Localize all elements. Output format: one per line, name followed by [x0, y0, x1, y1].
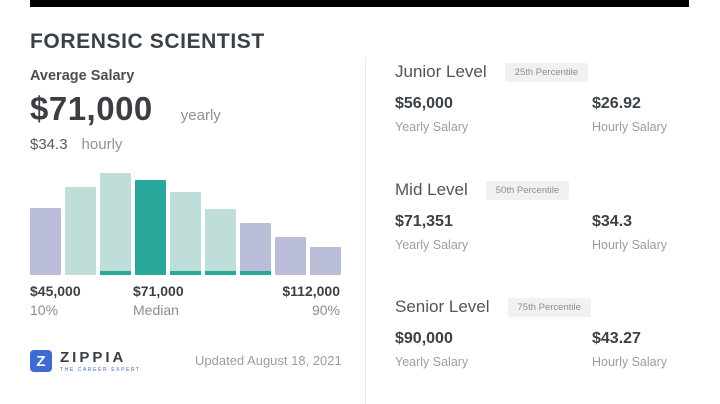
senior-hourly-label: Hourly Salary	[592, 355, 668, 369]
average-yearly-salary: $71,000 yearly	[30, 90, 221, 128]
average-yearly-value: $71,000	[30, 90, 153, 127]
histogram-bar	[65, 187, 96, 275]
yearly-unit-label: yearly	[180, 107, 221, 124]
histogram-bar-base-strip	[100, 271, 131, 275]
zippia-logo-icon: Z	[30, 350, 52, 372]
top-black-bar	[30, 0, 689, 7]
histogram-bar-base-strip	[170, 271, 201, 275]
junior-percentile-badge: 25th Percentile	[504, 62, 589, 82]
histogram-bar	[205, 209, 236, 275]
mid-yearly-label: Yearly Salary	[395, 238, 469, 252]
histogram-bar	[100, 173, 131, 275]
mid-level-title: Mid Level	[395, 180, 468, 199]
histogram-bar	[240, 223, 271, 275]
junior-hourly-value: $26.92	[592, 95, 641, 112]
zippia-logo: Z ZIPPIA THE CAREER EXPERT	[30, 349, 141, 373]
senior-yearly-label: Yearly Salary	[395, 355, 469, 369]
senior-level-title: Senior Level	[395, 297, 490, 316]
vertical-divider	[365, 58, 366, 404]
histogram-bar	[30, 208, 61, 275]
histogram-bar	[135, 180, 166, 275]
junior-yearly-value: $56,000	[395, 95, 453, 112]
senior-yearly-value: $90,000	[395, 330, 453, 347]
salary-histogram	[30, 170, 342, 275]
histogram-bar-base-strip	[205, 271, 236, 275]
mid-yearly-value: $71,351	[395, 213, 453, 230]
axis-label-median: Median	[133, 302, 179, 318]
junior-level-section: Junior Level 25th Percentile $56,000 Yea…	[395, 62, 695, 134]
axis-label-90th: 90%	[311, 302, 340, 318]
junior-hourly-label: Hourly Salary	[592, 120, 668, 134]
mid-level-section: Mid Level 50th Percentile $71,351 Yearly…	[395, 180, 695, 252]
junior-yearly-label: Yearly Salary	[395, 120, 469, 134]
senior-level-section: Senior Level 75th Percentile $90,000 Yea…	[395, 297, 695, 369]
axis-value-median: $71,000	[133, 283, 184, 299]
senior-hourly-value: $43.27	[592, 330, 641, 347]
mid-hourly-label: Hourly Salary	[592, 238, 668, 252]
mid-percentile-badge: 50th Percentile	[485, 180, 570, 200]
average-hourly-salary: $34.3 hourly	[30, 136, 122, 153]
histogram-bar-base-strip	[240, 271, 271, 275]
axis-value-10th: $45,000	[30, 283, 81, 299]
junior-level-title: Junior Level	[395, 62, 487, 81]
updated-date: Updated August 18, 2021	[195, 353, 342, 368]
average-salary-label: Average Salary	[30, 68, 135, 84]
axis-value-90th: $112,000	[282, 283, 340, 299]
axis-label-10th: 10%	[30, 302, 59, 318]
page-title: FORENSIC SCIENTIST	[30, 30, 265, 53]
histogram-bar	[275, 237, 306, 275]
hourly-unit-label: hourly	[81, 136, 123, 153]
histogram-bar	[170, 192, 201, 275]
zippia-logo-text: ZIPPIA	[60, 349, 127, 366]
senior-percentile-badge: 75th Percentile	[507, 297, 591, 317]
mid-hourly-value: $34.3	[592, 213, 633, 230]
average-hourly-value: $34.3	[30, 136, 68, 153]
zippia-logo-tagline: THE CAREER EXPERT	[60, 367, 141, 373]
histogram-bar	[310, 247, 341, 275]
